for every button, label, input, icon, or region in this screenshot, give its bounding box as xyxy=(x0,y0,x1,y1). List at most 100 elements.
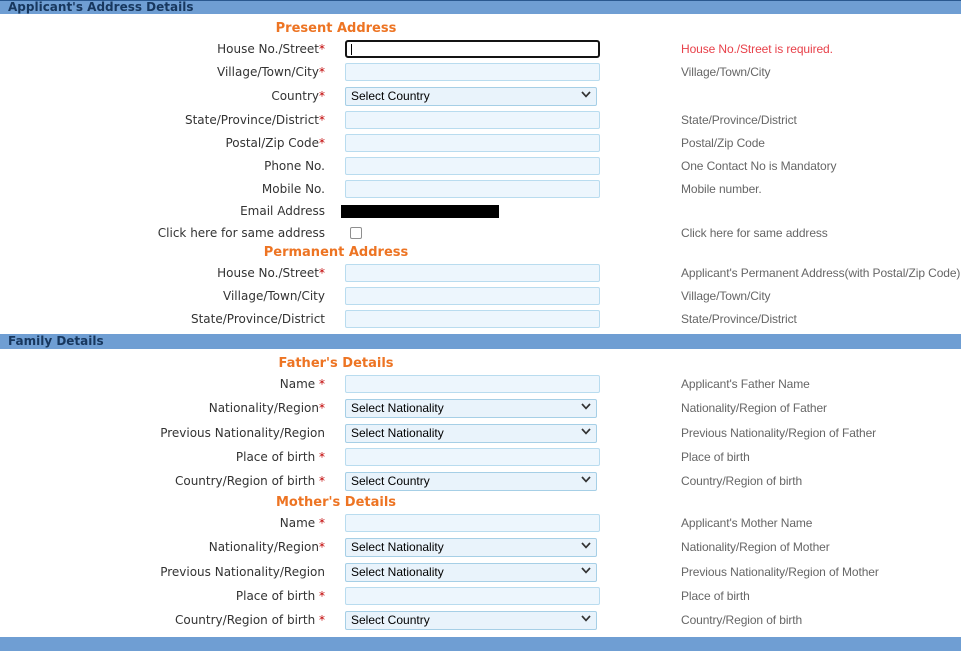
mother-previous-nationality-select[interactable]: Select Nationality xyxy=(345,562,597,582)
state-province-district-field xyxy=(345,110,600,129)
postal-zip-code-required-star: * xyxy=(319,135,325,150)
mother-place-of-birth-hint: Place of birth xyxy=(681,588,750,603)
house-street-hint: House No./Street is required. xyxy=(681,41,833,56)
country-label: Country* xyxy=(0,89,325,103)
postal-zip-code-input[interactable] xyxy=(345,133,600,152)
email-redacted-value xyxy=(341,204,499,218)
email-address-label: Email Address xyxy=(0,204,325,218)
father-country-of-birth-select-box: Select Country xyxy=(345,470,597,491)
mother-name-label-text: Name xyxy=(279,515,316,530)
perm-village-town-city-row: Village/Town/City Village/Town/City xyxy=(0,284,961,307)
phone-no-label: Phone No. xyxy=(0,159,325,173)
father-previous-nationality-row: Previous Nationality/Region Select Nation… xyxy=(0,420,961,445)
mother-nationality-label-text: Nationality/Region xyxy=(208,539,319,554)
postal-zip-code-label-text: Postal/Zip Code xyxy=(225,135,319,150)
house-street-field xyxy=(345,39,600,58)
village-town-city-hint: Village/Town/City xyxy=(681,64,771,79)
father-nationality-label: Nationality/Region* xyxy=(0,401,325,415)
country-field: Select Country xyxy=(345,85,600,106)
mother-country-of-birth-hint: Country/Region of birth xyxy=(681,612,803,627)
village-town-city-row: Village/Town/City* Village/Town/City xyxy=(0,60,961,83)
mother-country-of-birth-select-box: Select Country xyxy=(345,609,597,630)
postal-zip-code-hint: Postal/Zip Code xyxy=(681,135,765,150)
mother-place-of-birth-required-star: * xyxy=(315,588,325,603)
father-previous-nationality-select-box: Select Nationality xyxy=(345,422,597,443)
father-nationality-select-box: Select Nationality xyxy=(345,397,597,418)
perm-village-town-city-input[interactable] xyxy=(345,286,600,305)
email-address-field xyxy=(341,204,600,218)
same-address-field xyxy=(345,227,600,239)
perm-house-street-input[interactable] xyxy=(345,263,600,282)
same-address-checkbox[interactable] xyxy=(350,227,362,239)
state-province-district-input[interactable] xyxy=(345,110,600,129)
section-bar-address-details: Applicant's Address Details xyxy=(0,0,961,14)
perm-state-province-district-input[interactable] xyxy=(345,309,600,328)
phone-no-input[interactable] xyxy=(345,156,600,175)
phone-no-hint: One Contact No is Mandatory xyxy=(681,158,837,173)
village-town-city-required-star: * xyxy=(319,64,325,79)
state-province-district-label-text: State/Province/District xyxy=(184,112,319,127)
postal-zip-code-field xyxy=(345,133,600,152)
mother-place-of-birth-input[interactable] xyxy=(345,586,600,605)
mobile-no-row: Mobile No. Mobile number. xyxy=(0,177,961,200)
father-place-of-birth-field xyxy=(345,447,600,466)
father-name-hint: Applicant's Father Name xyxy=(681,376,810,391)
mother-name-hint: Applicant's Mother Name xyxy=(681,515,813,530)
same-address-label: Click here for same address xyxy=(0,226,325,240)
house-street-input[interactable] xyxy=(345,39,600,58)
village-town-city-input[interactable] xyxy=(345,62,600,81)
father-name-label-text: Name xyxy=(279,376,316,391)
country-label-text: Country xyxy=(271,88,319,103)
perm-state-province-district-label: State/Province/District xyxy=(0,312,325,326)
village-town-city-field xyxy=(345,62,600,81)
postal-zip-code-label: Postal/Zip Code* xyxy=(0,136,325,150)
mother-nationality-field: Select Nationality xyxy=(345,536,600,557)
father-name-label: Name * xyxy=(0,377,325,391)
father-country-of-birth-select[interactable]: Select Country xyxy=(345,471,597,491)
fathers-details-heading: Father's Details xyxy=(278,356,394,371)
phone-no-label-text: Phone No. xyxy=(264,158,325,173)
father-previous-nationality-select[interactable]: Select Nationality xyxy=(345,423,597,443)
section-bar-family-details: Family Details xyxy=(0,334,961,349)
mother-nationality-select[interactable]: Select Nationality xyxy=(345,537,597,557)
father-country-of-birth-label-text: Country/Region of birth xyxy=(174,473,316,488)
section-bar-bottom xyxy=(0,637,961,651)
perm-house-street-row: House No./Street* Applicant's Permanent A… xyxy=(0,261,961,284)
father-nationality-label-text: Nationality/Region xyxy=(208,400,319,415)
perm-village-town-city-field xyxy=(345,286,600,305)
father-place-of-birth-input[interactable] xyxy=(345,447,600,466)
same-address-label-text: Click here for same address xyxy=(157,226,325,240)
perm-village-town-city-label-text: Village/Town/City xyxy=(223,288,325,303)
perm-state-province-district-field xyxy=(345,309,600,328)
house-street-label-text: House No./Street xyxy=(217,41,319,56)
mother-country-of-birth-field: Select Country xyxy=(345,609,600,630)
mother-country-of-birth-label: Country/Region of birth * xyxy=(0,613,325,627)
section-bar-family-details-label: Family Details xyxy=(8,334,104,348)
father-nationality-row: Nationality/Region* Select Nationality Nat… xyxy=(0,395,961,420)
perm-house-street-field xyxy=(345,263,600,282)
father-place-of-birth-label-text: Place of birth xyxy=(235,449,316,464)
country-select-box: Select Country xyxy=(345,85,597,106)
mobile-no-field xyxy=(345,179,600,198)
mother-previous-nationality-hint: Previous Nationality/Region of Mother xyxy=(681,564,879,579)
mother-name-required-star: * xyxy=(315,515,325,530)
mother-place-of-birth-label: Place of birth * xyxy=(0,589,325,603)
mother-nationality-required-star: * xyxy=(319,539,325,554)
email-address-row: Email Address xyxy=(0,200,961,222)
father-previous-nationality-hint: Previous Nationality/Region of Father xyxy=(681,425,877,440)
same-address-hint: Click here for same address xyxy=(681,226,828,240)
father-place-of-birth-hint: Place of birth xyxy=(681,449,750,464)
country-select[interactable]: Select Country xyxy=(345,86,597,106)
mother-country-of-birth-select[interactable]: Select Country xyxy=(345,610,597,630)
section-bar-address-details-label: Applicant's Address Details xyxy=(8,0,194,14)
mobile-no-label-text: Mobile No. xyxy=(261,181,325,196)
father-nationality-select[interactable]: Select Nationality xyxy=(345,398,597,418)
father-place-of-birth-row: Place of birth * Place of birth xyxy=(0,445,961,468)
mother-name-input[interactable] xyxy=(345,513,600,532)
mobile-no-input[interactable] xyxy=(345,179,600,198)
father-name-input[interactable] xyxy=(345,374,600,393)
phone-no-row: Phone No. One Contact No is Mandatory xyxy=(0,154,961,177)
mother-place-of-birth-row: Place of birth * Place of birth xyxy=(0,584,961,607)
father-previous-nationality-field: Select Nationality xyxy=(345,422,600,443)
father-country-of-birth-required-star: * xyxy=(315,473,325,488)
